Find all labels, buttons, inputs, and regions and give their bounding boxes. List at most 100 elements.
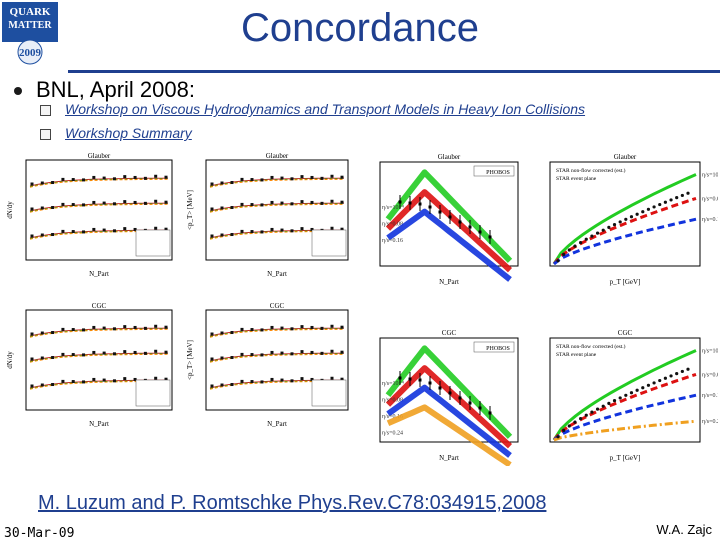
data-point [164, 227, 168, 231]
data-point [71, 380, 75, 384]
data-point [280, 176, 284, 180]
legend-box [135, 379, 171, 407]
data-point [133, 377, 137, 381]
data-point [607, 225, 611, 229]
data-point [428, 205, 432, 209]
data-point [567, 248, 571, 252]
data-point [30, 182, 34, 186]
data-point [680, 369, 684, 374]
data-point [488, 235, 492, 239]
data-point [663, 200, 667, 204]
data-point [250, 380, 254, 384]
data-point [112, 327, 116, 331]
data-point [51, 181, 55, 185]
data-point [71, 203, 75, 207]
data-point [51, 331, 55, 335]
data-point [601, 228, 605, 232]
data-point [438, 210, 442, 214]
logo-line2: MATTER [8, 20, 52, 31]
band-label: η/s=10⁻⁴ [382, 205, 404, 211]
data-point [280, 351, 284, 355]
data-point [61, 327, 65, 331]
data-point [663, 376, 667, 380]
data-point [646, 383, 651, 387]
data-point [290, 177, 294, 181]
model-band [385, 365, 513, 449]
data-point [270, 175, 274, 179]
data-point [40, 233, 44, 237]
summary-link[interactable]: Workshop Summary [65, 125, 192, 141]
workshop-link[interactable]: Workshop on Viscous Hydrodynamics and Tr… [65, 101, 586, 117]
data-point [82, 353, 86, 357]
data-point [310, 175, 314, 179]
data-point [61, 229, 65, 233]
data-point [164, 325, 168, 329]
data-point [590, 410, 594, 414]
data-point [112, 352, 116, 356]
data-point [133, 325, 137, 329]
logo-year: 2009 [19, 47, 42, 59]
x-axis-label: p_T [GeV] [610, 454, 641, 462]
paper-reference-link[interactable]: M. Luzum and P. Romtschke Phys.Rev.C78:0… [38, 492, 547, 514]
data-point [240, 352, 244, 356]
data-point [61, 352, 65, 356]
data-point [300, 200, 304, 204]
band-label: η/s=0.08 [382, 397, 403, 403]
data-point [71, 230, 75, 234]
plot-glauber-mean-pt: Glauber N_Part <p_T> [MeV] [186, 152, 349, 278]
data-point [686, 367, 690, 371]
data-point [82, 230, 86, 234]
legend-label: STAR non-flow corrected (est.) [556, 343, 626, 350]
data-point [562, 428, 566, 432]
y-axis-label: <p_T> [MeV] [186, 340, 194, 380]
data-point [164, 377, 168, 381]
legend-label: STAR non-flow corrected (est.) [556, 167, 626, 174]
curve-label: η/s=10⁻⁴ [702, 172, 718, 178]
y-axis-label: <p_T> [MeV] [186, 190, 194, 230]
data-point [143, 201, 147, 205]
data-point [92, 350, 96, 354]
data-point [330, 376, 334, 380]
legend-box [135, 229, 171, 257]
data-point [92, 200, 96, 204]
data-point [92, 377, 96, 381]
data-point [280, 201, 284, 205]
data-point [556, 435, 560, 439]
data-point [240, 229, 244, 233]
data-point [478, 230, 482, 234]
data-point [51, 206, 55, 210]
data-point [133, 200, 137, 204]
checkbox-bullet-icon [40, 128, 51, 140]
data-point [133, 227, 137, 231]
model-band [386, 384, 512, 458]
curve-label: η/s=0.08 [702, 372, 718, 378]
data-point [635, 388, 639, 392]
legend-label: PHOBOS [486, 346, 510, 352]
data-point [310, 350, 314, 354]
data-point [658, 202, 662, 207]
data-point [154, 324, 158, 328]
band-label: η/s=10⁻⁴ [382, 381, 404, 387]
data-point [51, 356, 55, 360]
panel-title: CGC [618, 329, 633, 337]
y-axis-label: dN/dy [6, 351, 14, 369]
data-point [579, 416, 583, 421]
x-axis-label: N_Part [439, 454, 459, 462]
data-point [320, 176, 324, 180]
data-point [250, 230, 254, 234]
legend-label: PHOBOS [486, 170, 510, 176]
data-point [280, 228, 284, 232]
plot-glauber-v2-npart: Glauber N_Part PHOBOS η/s=10⁻⁴ η/s=0.08 η/s=0… [379, 153, 519, 286]
data-point [579, 240, 583, 245]
data-point [240, 177, 244, 181]
data-point [590, 234, 594, 238]
legend-box [311, 379, 347, 407]
plot-cgc-v2-npart: CGC N_Part PHOBOS η/s=10⁻⁴ η/s=0.08 η/s=0.16 η… [379, 329, 519, 466]
data-point [230, 233, 234, 237]
data-point [340, 200, 344, 204]
curve-label: η/s=0.16 [702, 217, 718, 223]
model-band [385, 189, 513, 273]
data-point [448, 215, 452, 219]
data-point [300, 325, 304, 329]
data-point [641, 386, 645, 390]
